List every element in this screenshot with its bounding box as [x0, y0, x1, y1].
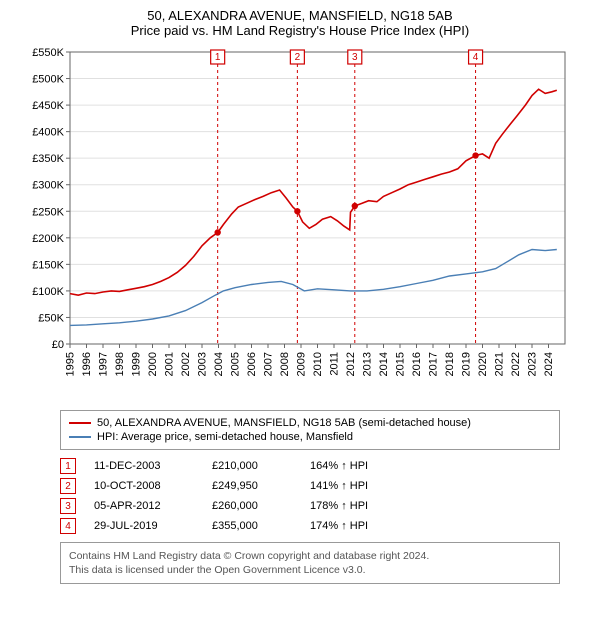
svg-text:2017: 2017 — [427, 352, 439, 376]
sale-pct-vs-hpi: 164% ↑ HPI — [310, 460, 368, 472]
svg-text:2002: 2002 — [180, 352, 192, 376]
sale-date: 29-JUL-2019 — [94, 520, 194, 532]
svg-text:2013: 2013 — [361, 352, 373, 376]
svg-text:2015: 2015 — [394, 352, 406, 376]
svg-text:2014: 2014 — [378, 352, 390, 376]
sale-date: 05-APR-2012 — [94, 500, 194, 512]
svg-text:2019: 2019 — [460, 352, 472, 376]
svg-text:£100K: £100K — [32, 286, 64, 298]
svg-text:£450K: £450K — [32, 100, 64, 112]
svg-text:4: 4 — [473, 52, 479, 63]
svg-text:£350K: £350K — [32, 153, 64, 165]
sale-pct-vs-hpi: 141% ↑ HPI — [310, 480, 368, 492]
svg-text:2008: 2008 — [279, 352, 291, 376]
sale-pct-vs-hpi: 174% ↑ HPI — [310, 520, 368, 532]
legend-item: 50, ALEXANDRA AVENUE, MANSFIELD, NG18 5A… — [69, 417, 551, 429]
svg-text:2024: 2024 — [543, 352, 555, 376]
svg-text:2020: 2020 — [477, 352, 489, 376]
footer-line: This data is licensed under the Open Gov… — [69, 563, 551, 577]
page-container: 50, ALEXANDRA AVENUE, MANSFIELD, NG18 5A… — [0, 0, 600, 592]
table-row: 1 11-DEC-2003 £210,000 164% ↑ HPI — [60, 458, 560, 474]
legend-label: 50, ALEXANDRA AVENUE, MANSFIELD, NG18 5A… — [97, 417, 471, 429]
svg-text:2021: 2021 — [493, 352, 505, 376]
svg-text:£400K: £400K — [32, 127, 64, 139]
marker-badge: 2 — [60, 478, 76, 494]
sale-date: 10-OCT-2008 — [94, 480, 194, 492]
svg-text:£250K: £250K — [32, 206, 64, 218]
title-block: 50, ALEXANDRA AVENUE, MANSFIELD, NG18 5A… — [10, 8, 590, 38]
svg-text:2001: 2001 — [163, 352, 175, 376]
svg-text:2000: 2000 — [147, 352, 159, 376]
svg-text:2003: 2003 — [196, 352, 208, 376]
sale-price: £210,000 — [212, 460, 292, 472]
sale-price: £260,000 — [212, 500, 292, 512]
svg-text:£300K: £300K — [32, 180, 64, 192]
svg-text:1: 1 — [215, 52, 221, 63]
chart-title-address: 50, ALEXANDRA AVENUE, MANSFIELD, NG18 5A… — [10, 8, 590, 23]
svg-text:3: 3 — [352, 52, 358, 63]
svg-text:£200K: £200K — [32, 233, 64, 245]
sale-pct-vs-hpi: 178% ↑ HPI — [310, 500, 368, 512]
svg-text:1998: 1998 — [114, 352, 126, 376]
svg-text:1999: 1999 — [130, 352, 142, 376]
svg-text:2018: 2018 — [444, 352, 456, 376]
table-row: 2 10-OCT-2008 £249,950 141% ↑ HPI — [60, 478, 560, 494]
svg-text:2016: 2016 — [411, 352, 423, 376]
legend-swatch — [69, 436, 91, 438]
svg-text:2006: 2006 — [246, 352, 258, 376]
svg-text:1997: 1997 — [97, 352, 109, 376]
svg-text:1996: 1996 — [81, 352, 93, 376]
marker-badge: 3 — [60, 498, 76, 514]
marker-badge: 4 — [60, 518, 76, 534]
legend-item: HPI: Average price, semi-detached house,… — [69, 431, 551, 443]
svg-text:£550K: £550K — [32, 47, 64, 59]
legend-label: HPI: Average price, semi-detached house,… — [97, 431, 353, 443]
sale-price: £355,000 — [212, 520, 292, 532]
marker-badge: 1 — [60, 458, 76, 474]
svg-text:2010: 2010 — [312, 352, 324, 376]
attribution-footer: Contains HM Land Registry data © Crown c… — [60, 542, 560, 584]
svg-text:1995: 1995 — [64, 352, 76, 376]
table-row: 3 05-APR-2012 £260,000 178% ↑ HPI — [60, 498, 560, 514]
footer-line: Contains HM Land Registry data © Crown c… — [69, 549, 551, 563]
chart-area: £0 £50K £100K £150K £200K £250K £300K £350K £400… — [20, 44, 580, 404]
svg-text:2009: 2009 — [295, 352, 307, 376]
legend-swatch — [69, 422, 91, 424]
table-row: 4 29-JUL-2019 £355,000 174% ↑ HPI — [60, 518, 560, 534]
sale-date: 11-DEC-2003 — [94, 460, 194, 472]
svg-text:2022: 2022 — [510, 352, 522, 376]
svg-text:£0: £0 — [52, 339, 64, 351]
svg-text:2004: 2004 — [213, 352, 225, 376]
svg-text:2007: 2007 — [262, 352, 274, 376]
legend: 50, ALEXANDRA AVENUE, MANSFIELD, NG18 5A… — [60, 410, 560, 450]
chart-title-subtitle: Price paid vs. HM Land Registry's House … — [10, 23, 590, 38]
svg-text:2011: 2011 — [328, 352, 340, 376]
sales-table: 1 11-DEC-2003 £210,000 164% ↑ HPI 2 10-O… — [60, 458, 560, 534]
svg-text:£50K: £50K — [38, 312, 64, 324]
svg-text:2: 2 — [295, 52, 301, 63]
svg-text:2005: 2005 — [229, 352, 241, 376]
sale-price: £249,950 — [212, 480, 292, 492]
svg-text:£150K: £150K — [32, 259, 64, 271]
svg-text:£500K: £500K — [32, 74, 64, 86]
chart-svg: £0 £50K £100K £150K £200K £250K £300K £350K £400… — [20, 44, 580, 404]
svg-text:2012: 2012 — [345, 352, 357, 376]
svg-text:2023: 2023 — [526, 352, 538, 376]
